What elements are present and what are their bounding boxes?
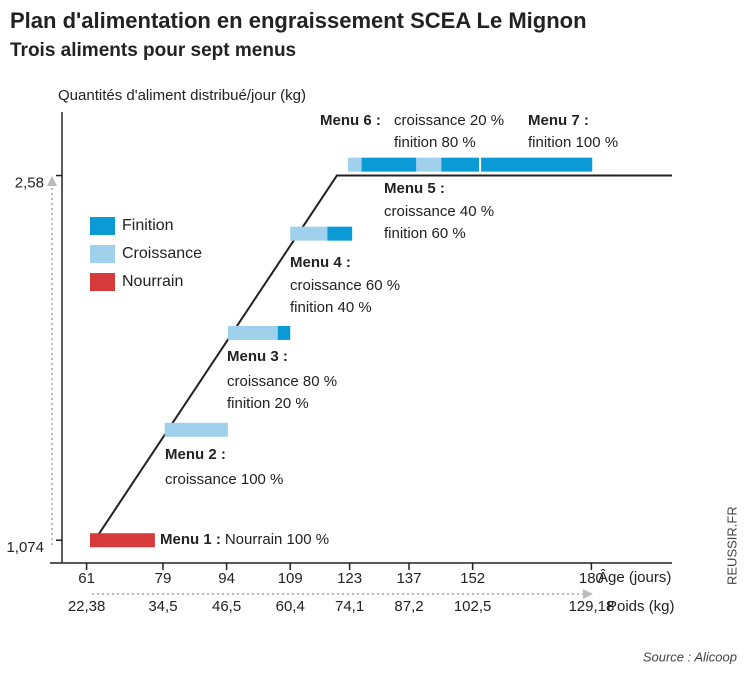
y-tick-label: 2,58 [15, 175, 44, 192]
legend-label: Croissance [122, 245, 202, 262]
x-tick-label: 180 [579, 570, 604, 587]
menu-line: finition 40 % [290, 299, 372, 316]
menu-name: Menu 6 : [320, 112, 381, 129]
x-arrow-head [583, 589, 593, 599]
credit: REUSSIR.FR [724, 506, 739, 585]
menu-name: Menu 3 : [227, 348, 288, 365]
menu-name: Menu 5 : [384, 180, 445, 197]
menu-segment [89, 533, 155, 548]
menu-segment [277, 325, 291, 340]
x2-axis-label: Poids (kg) [607, 598, 675, 615]
menu-name: Menu 1 : [160, 531, 221, 548]
menu-line: finition 20 % [227, 395, 309, 412]
menu-segment [290, 226, 328, 241]
weight-label: 129,18 [568, 598, 614, 615]
menu-name: Menu 2 : [165, 446, 226, 463]
menu-label: Menu 1 : Nourrain 100 % [160, 531, 329, 548]
menu-line: croissance 20 % [394, 112, 504, 129]
menu-line: finition 80 % [394, 134, 476, 151]
x-tick-label: 109 [278, 570, 303, 587]
y-arrow-head [47, 176, 57, 186]
menu-line: croissance 80 % [227, 373, 337, 390]
menu-name: Menu 4 : [290, 254, 351, 271]
weight-label: 60,4 [276, 598, 305, 615]
chart-subtitle: Trois aliments pour sept menus [10, 40, 296, 61]
weight-label: 102,5 [454, 598, 492, 615]
legend-label: Finition [122, 217, 174, 234]
menu-segment [441, 157, 479, 172]
x-axis-label: Âge (jours) [598, 569, 671, 586]
menu-line: finition 100 % [528, 134, 618, 151]
chart-title: Plan d'alimentation en engraissement SCE… [10, 8, 587, 33]
legend-swatch [90, 273, 115, 291]
weight-label: 87,2 [394, 598, 423, 615]
menu-line: croissance 60 % [290, 277, 400, 294]
legend-label: Nourrain [122, 273, 183, 290]
weight-label: 74,1 [335, 598, 364, 615]
legend-swatch [90, 245, 115, 263]
menu-line: Nourrain 100 % [225, 531, 329, 548]
menu-segment [164, 422, 228, 437]
menu-segment [227, 325, 278, 340]
x-tick-label: 94 [218, 570, 235, 587]
weight-label: 46,5 [212, 598, 241, 615]
menu-line: croissance 40 % [384, 203, 494, 220]
x-tick-label: 137 [396, 570, 421, 587]
legend-swatch [90, 217, 115, 235]
weight-label: 34,5 [148, 598, 177, 615]
source: Source : Alicoop [643, 649, 737, 664]
y-tick-label: 1,074 [6, 539, 44, 556]
menu-name: Menu 7 : [528, 112, 589, 129]
y-axis-label: Quantités d'aliment distribué/jour (kg) [58, 87, 306, 104]
menu-line: croissance 100 % [165, 471, 283, 488]
menu-segment [416, 157, 442, 172]
x-tick-label: 61 [78, 570, 95, 587]
x-tick-label: 152 [460, 570, 485, 587]
menu-segment [361, 157, 417, 172]
weight-label: 22,38 [68, 598, 106, 615]
menu-segment [481, 157, 593, 172]
menu-segment [347, 157, 362, 172]
menu-segment [327, 226, 353, 241]
feeding-curve [90, 174, 672, 547]
x-tick-label: 79 [155, 570, 172, 587]
x-tick-label: 123 [337, 570, 362, 587]
menu-line: finition 60 % [384, 225, 466, 242]
